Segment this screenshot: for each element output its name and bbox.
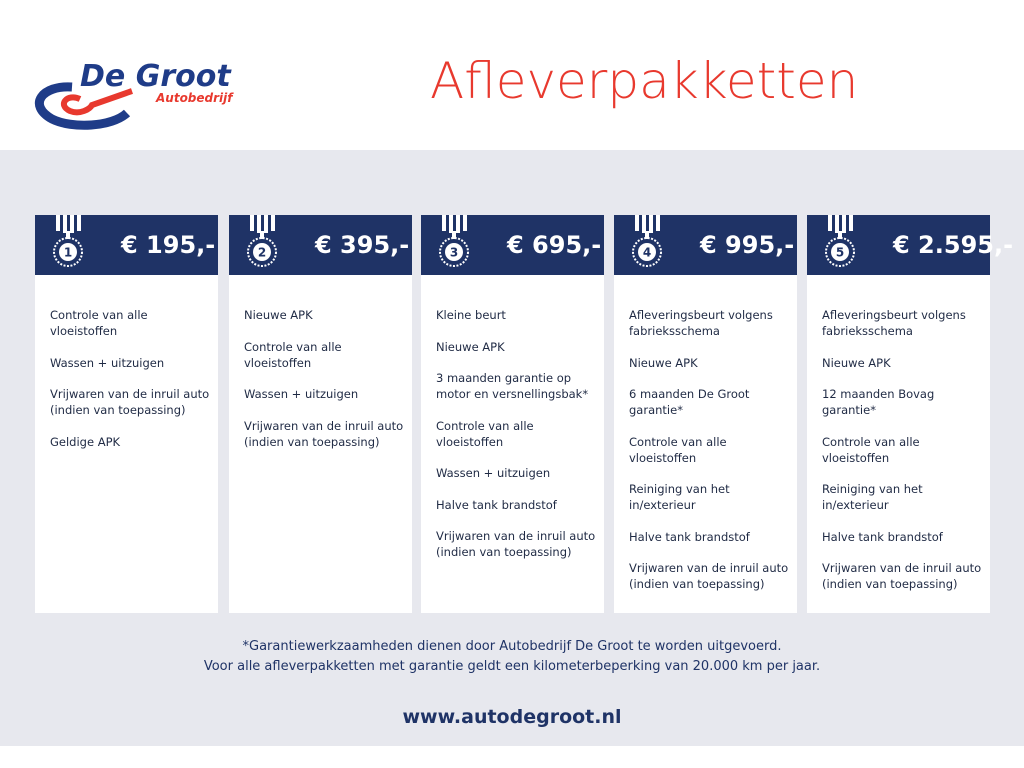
footnote-line-2: Voor alle afleverpakketten met garantie … bbox=[203, 659, 821, 674]
list-item: 12 maanden Bovag garantie* bbox=[822, 387, 935, 417]
package-card-3: 3 € 695,- Kleine beurt Nieuwe APK 3 maanden… bbox=[421, 215, 604, 613]
list-item: Reiniging van het in/exterieur bbox=[629, 482, 730, 512]
list-item: Wassen + uitzuigen bbox=[244, 387, 359, 401]
list-item: 3 maanden garantie op motor en versnelli… bbox=[436, 371, 589, 401]
list-item: Nieuwe APK bbox=[244, 308, 313, 322]
medal-number: 3 bbox=[450, 246, 458, 260]
package-price: € 995,- bbox=[700, 231, 795, 259]
list-item: Controle van alle vloeistoffen bbox=[244, 339, 342, 370]
header: De Groot Autobedrijf Afleverpakketten bbox=[0, 0, 1024, 150]
medal-icon: 2 bbox=[247, 215, 277, 267]
list-item: Halve tank brandstof bbox=[822, 529, 943, 544]
medal-number: 5 bbox=[836, 246, 844, 260]
package-items: Kleine beurt Nieuwe APK 3 maanden garantie… bbox=[421, 275, 604, 560]
list-item: Controle van alle vloeistoffen bbox=[629, 434, 727, 465]
svg-text:De Groot: De Groot bbox=[80, 59, 232, 94]
package-header: 1 € 195,- bbox=[35, 215, 218, 275]
package-items: Afleveringsbeurt volgens fabrieksschema N… bbox=[614, 275, 797, 592]
package-items: Controle van alle vloeistoffen Wassen + u… bbox=[35, 275, 218, 450]
list-item: Vrijwaren van de inruil auto (indien van… bbox=[436, 529, 596, 559]
svg-text:Autobedrijf: Autobedrijf bbox=[155, 91, 234, 105]
list-item: Reiniging van het in/exterieur bbox=[822, 482, 923, 512]
list-item: Afleveringsbeurt volgens fabrieksschema bbox=[629, 308, 773, 338]
package-items: Nieuwe APK Controle van alle vloeistoffen… bbox=[229, 275, 412, 450]
list-item: Geldige APK bbox=[50, 434, 121, 449]
list-item: Nieuwe APK bbox=[629, 355, 698, 370]
list-item: Halve tank brandstof bbox=[629, 529, 750, 544]
medal-number: 4 bbox=[643, 246, 651, 260]
website-link[interactable]: www.autodegroot.nl bbox=[402, 706, 622, 728]
package-price: € 695,- bbox=[507, 231, 602, 259]
list-item: Vrijwaren van de inruil auto (indien van… bbox=[822, 561, 982, 591]
medal-icon: 5 bbox=[825, 215, 855, 267]
footnote: *Garantiewerkzaamheden dienen door Autob… bbox=[0, 637, 1024, 677]
footnote-line-1: *Garantiewerkzaamheden dienen door Autob… bbox=[242, 639, 782, 654]
list-item: Halve tank brandstof bbox=[436, 497, 557, 512]
list-item: Vrijwaren van de inruil auto (indien van… bbox=[629, 561, 789, 591]
package-price: € 195,- bbox=[121, 231, 216, 259]
list-item: Wassen + uitzuigen bbox=[50, 355, 165, 370]
package-card-5: 5 € 2.595,- Afleveringsbeurt volgens fabr… bbox=[807, 215, 1013, 613]
medal-icon: 1 bbox=[53, 215, 83, 267]
package-items: Afleveringsbeurt volgens fabrieksschema N… bbox=[807, 275, 990, 592]
package-card-2: 2 € 395,- Nieuwe APK Controle van alle vlo… bbox=[229, 215, 412, 613]
list-item: Controle van alle vloeistoffen bbox=[822, 434, 920, 465]
package-card-4: 4 € 995,- Afleveringsbeurt volgens fabrie… bbox=[614, 215, 797, 613]
package-price: € 2.595,- bbox=[893, 231, 1014, 259]
medal-icon: 3 bbox=[439, 215, 469, 267]
package-header: 4 € 995,- bbox=[614, 215, 797, 275]
list-item: Vrijwaren van de inruil auto (indien van… bbox=[244, 418, 404, 449]
list-item: Kleine beurt bbox=[436, 308, 506, 322]
packages-section: 1 € 195,- Controle van alle vloeistoffen W… bbox=[0, 150, 1024, 746]
list-item: Vrijwaren van de inruil auto (indien van… bbox=[50, 387, 210, 417]
package-card-1: 1 € 195,- Controle van alle vloeistoffen W… bbox=[35, 215, 218, 613]
medal-number: 2 bbox=[258, 246, 266, 260]
package-price: € 395,- bbox=[315, 231, 410, 259]
package-header: 2 € 395,- bbox=[229, 215, 412, 275]
package-header: 5 € 2.595,- bbox=[807, 215, 1013, 275]
list-item: 6 maanden De Groot garantie* bbox=[629, 387, 750, 417]
package-header: 3 € 695,- bbox=[421, 215, 604, 275]
medal-number: 1 bbox=[64, 246, 72, 260]
de-groot-logo: De Groot Autobedrijf bbox=[32, 55, 242, 135]
list-item: Nieuwe APK bbox=[436, 339, 505, 354]
list-item: Wassen + uitzuigen bbox=[436, 466, 551, 480]
list-item: Nieuwe APK bbox=[822, 355, 891, 370]
list-item: Controle van alle vloeistoffen bbox=[436, 418, 534, 449]
page-title: Afleverpakketten bbox=[430, 52, 859, 110]
list-item: Afleveringsbeurt volgens fabrieksschema bbox=[822, 308, 966, 338]
list-item: Controle van alle vloeistoffen bbox=[50, 308, 148, 338]
medal-icon: 4 bbox=[632, 215, 662, 267]
